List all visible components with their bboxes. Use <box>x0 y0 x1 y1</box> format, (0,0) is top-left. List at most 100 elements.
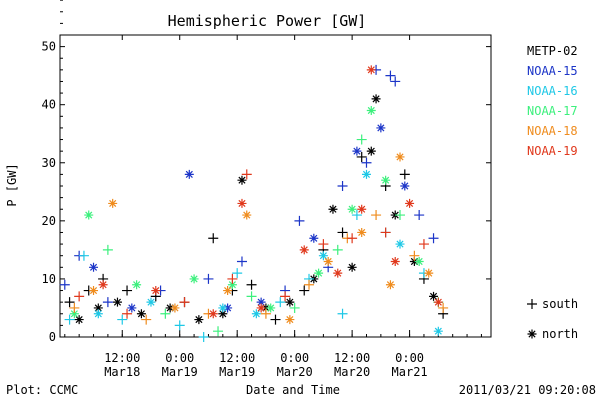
data-point-noaa-17-north <box>132 280 142 290</box>
data-point-noaa-15-north <box>400 181 410 191</box>
legend-entry-noaa-16: NOAA-16 <box>527 84 578 98</box>
data-point-noaa-16-north <box>318 251 328 261</box>
data-point-noaa-18-north <box>323 257 333 266</box>
data-point-noaa-17-south <box>332 244 343 255</box>
data-point-noaa-17-north <box>347 204 357 214</box>
data-point-noaa-17-north <box>189 274 199 284</box>
data-point-noaa-17-south <box>356 134 367 145</box>
data-point-noaa-17-north <box>227 280 237 290</box>
data-point-noaa-16-north <box>218 303 228 313</box>
data-point-noaa-15-north <box>89 262 99 272</box>
legend: METP-02 NOAA-15 NOAA-16 NOAA-17 NOAA-18 NOAA-… <box>527 44 578 341</box>
data-point-noaa-18-north <box>395 152 405 162</box>
plot-frame <box>59 34 492 338</box>
data-point-noaa-15-south <box>414 210 425 221</box>
data-points <box>59 64 449 342</box>
data-point-noaa-16-south <box>117 314 128 325</box>
data-point-noaa-19-south <box>179 297 190 308</box>
data-point-noaa-15-south <box>203 273 214 284</box>
data-point-noaa-16-north <box>433 326 443 336</box>
y-tick-label: 30 <box>42 156 56 170</box>
data-point-noaa-16-south <box>64 314 75 325</box>
legend-entry-noaa-18: NOAA-18 <box>527 124 578 138</box>
legend-marker-label-north: north <box>542 327 578 341</box>
data-point-metp-02-north <box>285 297 295 307</box>
data-point-noaa-18-north <box>385 280 395 290</box>
data-point-metp-02-north <box>194 315 204 325</box>
legend-marker-label-south: south <box>542 297 578 311</box>
data-point-metp-02-north <box>409 257 419 266</box>
data-point-noaa-15-north <box>352 146 362 156</box>
data-point-noaa-16-south <box>232 268 243 279</box>
data-point-metp-02-north <box>429 291 439 301</box>
y-tick-label: 20 <box>42 214 56 228</box>
data-point-noaa-15-south <box>361 157 372 168</box>
data-point-noaa-15-north <box>256 297 266 307</box>
data-point-noaa-19-north <box>333 268 343 278</box>
data-point-noaa-18-north <box>89 286 99 296</box>
data-point-metp-02-south <box>208 233 219 244</box>
data-point-metp-02-north <box>165 303 175 313</box>
data-point-noaa-16-north <box>93 309 103 319</box>
y-tick-label: 10 <box>42 272 56 286</box>
data-point-noaa-19-north <box>366 65 376 75</box>
data-point-noaa-16-south <box>198 332 209 342</box>
data-point-noaa-19-south <box>318 239 329 250</box>
data-point-noaa-18-north <box>242 210 252 220</box>
data-point-metp-02-north <box>136 309 146 319</box>
data-point-noaa-19-south <box>418 239 429 250</box>
x-tick-time-label: 0:00 <box>280 351 309 365</box>
data-point-noaa-18-south <box>371 210 382 221</box>
legend-entry-metp-02: METP-02 <box>527 44 578 58</box>
data-point-noaa-19-north <box>357 204 367 214</box>
data-point-noaa-15-north <box>127 303 137 313</box>
x-tick-date-label: Mar21 <box>392 365 428 379</box>
data-point-noaa-16-north <box>395 239 405 249</box>
data-point-noaa-16-north <box>146 297 156 307</box>
data-point-noaa-15-north <box>309 233 319 243</box>
y-tick-label: 40 <box>42 98 56 112</box>
data-point-noaa-19-south <box>241 169 252 180</box>
data-point-noaa-16-south <box>78 250 89 261</box>
data-point-noaa-19-north <box>433 297 443 307</box>
legend-entry-noaa-19: NOAA-19 <box>527 144 578 158</box>
x-tick-date-label: Mar18 <box>104 365 140 379</box>
data-point-noaa-19-north <box>299 245 309 255</box>
data-point-metp-02-south <box>64 297 75 308</box>
data-point-noaa-19-south <box>280 291 291 302</box>
data-point-noaa-18-south <box>260 308 271 319</box>
data-point-noaa-15-north <box>223 303 233 313</box>
data-point-noaa-19-south <box>74 291 85 302</box>
data-point-noaa-18-south <box>141 314 152 325</box>
x-tick-time-label: 12:00 <box>219 351 255 365</box>
x-tick-date-label: Mar20 <box>334 365 370 379</box>
data-point-noaa-15-north <box>376 123 386 133</box>
data-point-noaa-17-south <box>289 302 300 313</box>
data-point-metp-02-south <box>337 227 348 238</box>
data-point-noaa-19-north <box>256 303 266 313</box>
data-point-noaa-15-north <box>184 169 194 179</box>
data-point-noaa-17-north <box>314 268 324 278</box>
chart-title: Hemispheric Power [GW] <box>168 12 367 30</box>
x-axis-label: Date and Time <box>246 383 340 397</box>
data-point-metp-02-north <box>347 262 357 272</box>
data-point-noaa-15-south <box>102 297 113 308</box>
y-axis: 0 10 20 30 40 50 <box>42 0 491 344</box>
data-point-metp-02-south <box>399 169 410 180</box>
data-point-noaa-15-south <box>337 181 348 191</box>
y-tick-label: 0 <box>49 330 56 344</box>
data-point-metp-02-south <box>246 279 257 290</box>
legend-marker-south-icon <box>527 299 537 309</box>
x-tick-date-label: Mar20 <box>277 365 313 379</box>
data-point-metp-02-north <box>93 303 103 313</box>
legend-marker-north-icon <box>527 329 537 339</box>
data-point-noaa-18-south <box>438 302 449 313</box>
data-point-noaa-18-south <box>304 279 315 290</box>
x-tick-time-label: 12:00 <box>104 351 140 365</box>
legend-entry-noaa-17: NOAA-17 <box>527 104 578 118</box>
data-point-noaa-18-north <box>108 198 118 208</box>
data-point-metp-02-south <box>299 285 310 296</box>
data-point-noaa-19-north <box>390 257 400 266</box>
x-tick-date-label: Mar19 <box>162 365 198 379</box>
y-tick-label: 50 <box>42 40 56 54</box>
